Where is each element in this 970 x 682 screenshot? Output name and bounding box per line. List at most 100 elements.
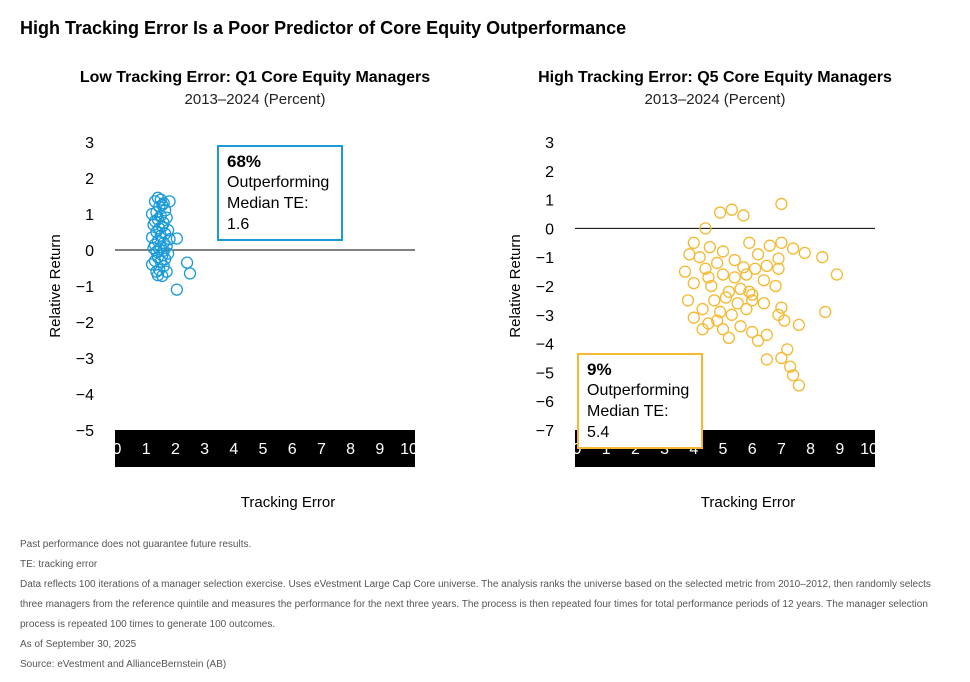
right-y-axis-label: Relative Return (507, 234, 524, 337)
right-data-point (703, 240, 717, 254)
right-y-tick-label: −7 (536, 423, 554, 440)
right-x-tick-label: 3 (660, 441, 669, 458)
right-x-axis-label: Tracking Error (701, 494, 795, 511)
left-data-point (163, 195, 176, 208)
right-data-point (716, 323, 730, 336)
left-data-point (183, 267, 197, 280)
right-data-point (702, 271, 715, 284)
right-x-tick-label: 6 (748, 441, 757, 458)
right-data-point (740, 302, 753, 316)
left-annotation-box: 68% Outperforming Median TE: 1.6 (217, 145, 343, 241)
right-data-point (746, 288, 759, 301)
right-data-point (760, 259, 773, 272)
left-y-axis-label: Relative Return (47, 234, 64, 337)
page-title: High Tracking Error Is a Poor Predictor … (20, 18, 627, 38)
right-data-point (772, 252, 785, 265)
right-data-point (786, 242, 800, 255)
footer-source: Source: eVestment and AllianceBernstein … (20, 659, 227, 670)
right-y-tick-label: −2 (536, 279, 554, 296)
left-data-point (157, 197, 170, 210)
right-data-point (722, 331, 735, 344)
right-chart-title: High Tracking Error: Q5 Core Equity Mana… (538, 69, 892, 86)
right-data-point (722, 285, 735, 298)
left-annotation-line1: Outperforming (227, 174, 330, 191)
right-data-point (737, 209, 750, 222)
left-x-tick-label: 8 (346, 441, 355, 458)
right-annotation-line1: Outperforming (587, 382, 690, 399)
right-data-point (696, 323, 709, 336)
right-data-point (681, 294, 695, 307)
left-x-tick-label: 10 (400, 441, 418, 458)
right-data-point (711, 314, 724, 327)
right-data-point (778, 314, 791, 327)
right-data-point (725, 308, 738, 321)
left-x-tick-label: 3 (200, 441, 209, 458)
left-data-point (153, 263, 166, 276)
right-data-point (751, 248, 765, 261)
left-y-tick-label: −5 (76, 423, 94, 440)
right-data-point (757, 297, 771, 310)
left-data-point (180, 256, 194, 269)
right-data-point (683, 248, 696, 261)
left-data-point (150, 265, 163, 278)
left-data-point (170, 232, 184, 245)
right-y-tick-label: −5 (536, 365, 554, 382)
right-annotation-box: 9% Outperforming Median TE: 5.4 (577, 353, 703, 449)
left-data-point (170, 283, 184, 296)
left-chart-title: Low Tracking Error: Q1 Core Equity Manag… (79, 69, 431, 86)
right-data-point (728, 271, 741, 284)
right-data-point (705, 279, 718, 293)
right-data-point (734, 282, 747, 296)
right-y-tick-label: −4 (536, 337, 554, 354)
right-data-point (816, 251, 829, 264)
right-data-point (743, 285, 756, 298)
right-data-point (760, 328, 773, 342)
right-y-tick-label: 1 (545, 193, 554, 210)
right-x-tick-label: 4 (689, 441, 698, 458)
right-y-tick-label: −1 (536, 250, 554, 267)
right-data-point (728, 253, 741, 267)
left-y-tick-label: 3 (85, 135, 94, 152)
right-x-tick-label: 7 (777, 441, 786, 458)
left-x-tick-label: 7 (317, 441, 326, 458)
right-chart-subtitle: 2013–2024 (Percent) (644, 91, 786, 108)
left-y-tick-label: 1 (85, 207, 94, 224)
right-data-point (784, 360, 797, 373)
left-data-point (154, 193, 167, 206)
left-y-tick-label: −2 (76, 315, 94, 332)
left-x-tick-label: 1 (142, 441, 151, 458)
left-y-tick-label: −4 (76, 387, 94, 404)
right-data-point (760, 353, 773, 366)
right-x-tick-label: 1 (602, 441, 611, 458)
right-data-point (769, 279, 782, 293)
right-y-tick-label: 3 (545, 135, 554, 152)
right-x-tick-label: 8 (806, 441, 815, 458)
left-x-tick-label: 5 (259, 441, 268, 458)
left-y-tick-label: −3 (76, 351, 94, 368)
right-data-point (775, 236, 788, 249)
right-data-point (757, 274, 771, 287)
right-x-tick-label: 0 (573, 441, 582, 458)
right-data-point (734, 320, 747, 333)
right-data-point (743, 236, 756, 249)
right-data-point (699, 222, 712, 235)
right-data-point (699, 262, 712, 275)
left-y-tick-label: 2 (85, 171, 94, 188)
right-y-tick-label: 2 (545, 164, 554, 181)
right-data-point (740, 268, 753, 281)
right-data-point (731, 297, 744, 310)
right-y-tick-label: −3 (536, 308, 554, 325)
right-data-point (763, 239, 776, 252)
left-x-axis-label: Tracking Error (241, 494, 335, 511)
right-annotation-line2: Median TE: 5.4 (587, 403, 669, 441)
right-data-point (792, 379, 806, 392)
right-data-point (746, 294, 759, 307)
right-data-point (792, 318, 806, 332)
right-annotation-percent: 9% (587, 360, 612, 379)
right-data-point (708, 294, 721, 307)
right-data-point (798, 246, 811, 260)
right-data-point (772, 262, 785, 275)
left-annotation-percent: 68% (227, 152, 262, 171)
right-data-point (687, 311, 700, 324)
right-data-point (713, 305, 727, 319)
